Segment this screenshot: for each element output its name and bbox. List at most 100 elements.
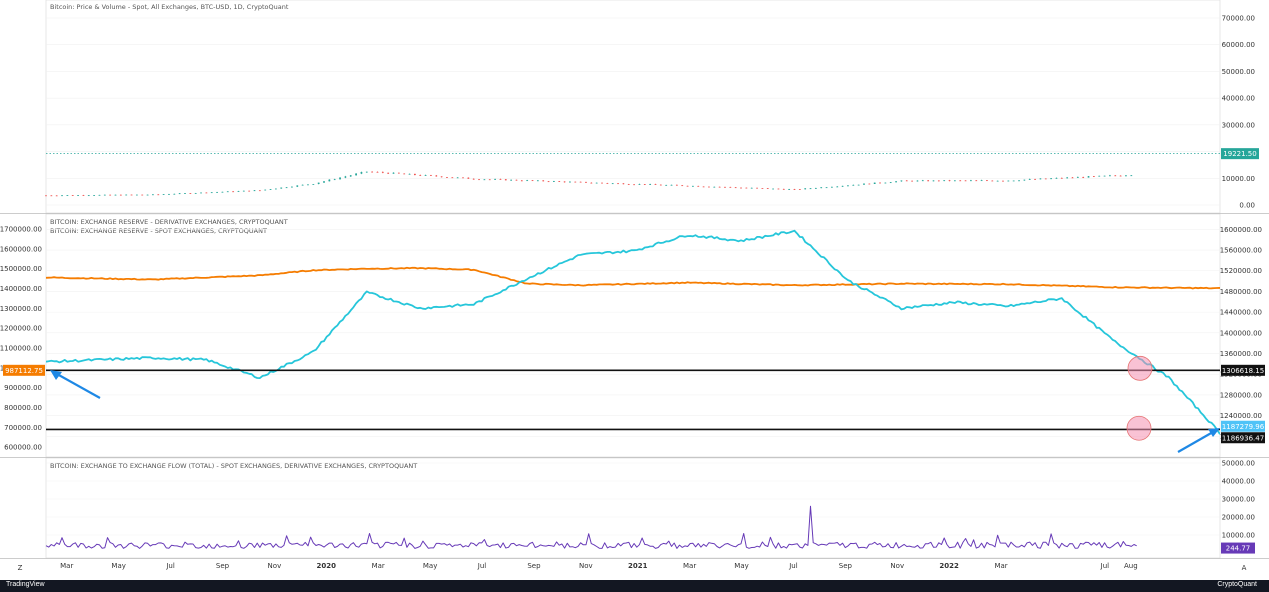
price-candle-body xyxy=(905,180,908,182)
price-candle-body xyxy=(943,180,946,182)
price-candle-body xyxy=(986,180,988,182)
price-candle-body xyxy=(301,184,304,186)
price-candle-body xyxy=(323,181,325,183)
corner-left-button[interactable]: Z xyxy=(18,564,23,572)
reserve-right-y-tick: 1240000.00 xyxy=(1220,412,1262,420)
price-candle-body xyxy=(617,183,619,185)
price-candle-body xyxy=(921,180,924,182)
x-axis-tick: May xyxy=(423,562,437,570)
price-candle-body xyxy=(1023,179,1026,181)
price-candle-body xyxy=(135,194,138,196)
right-arrow-line xyxy=(1177,431,1214,453)
price-y-tick: 70000.00 xyxy=(1222,15,1255,23)
price-candle-body xyxy=(472,178,475,180)
price-candle-body xyxy=(274,188,277,190)
price-candle-body xyxy=(863,183,865,185)
price-candle-body xyxy=(510,179,513,181)
price-candle-body xyxy=(376,171,379,173)
reserve-left-y-tick: 600000.00 xyxy=(4,444,42,452)
price-y-tick: 40000.00 xyxy=(1222,95,1255,103)
price-candle-body xyxy=(285,187,288,189)
price-candle-body xyxy=(916,180,919,182)
price-last-value-label: 19221.50 xyxy=(1223,150,1256,158)
price-candle-body xyxy=(959,180,962,182)
annotations: 19221.50 987112.75 1306618.15 1187279.96 118… xyxy=(3,148,1265,554)
x-axis-tick: Nov xyxy=(268,562,282,570)
price-candle-body xyxy=(798,189,801,190)
price-candle-body xyxy=(253,190,256,192)
price-candle-body xyxy=(889,182,892,184)
price-candle-body xyxy=(339,177,341,180)
price-candle-body xyxy=(1103,175,1106,177)
reserve-right-badge-2 xyxy=(1221,420,1265,432)
price-candle-body xyxy=(50,195,53,197)
flow-y-tick: 10000.00 xyxy=(1222,532,1255,540)
price-candle-body xyxy=(483,179,486,181)
price-candle-body xyxy=(467,177,470,179)
left-arrow-line xyxy=(56,373,101,399)
reserve-left-y-tick: 900000.00 xyxy=(4,384,42,392)
price-candle-body xyxy=(611,183,614,185)
price-candle-body xyxy=(392,172,395,174)
price-candle-body xyxy=(103,194,106,196)
price-candle-body xyxy=(766,188,769,189)
price-candle-body xyxy=(761,188,764,189)
price-candle-body xyxy=(1125,175,1127,177)
price-candle-body xyxy=(953,180,956,182)
price-candle-body xyxy=(232,191,235,193)
price-candle-body xyxy=(980,180,983,182)
x-axis-tick: Jul xyxy=(477,562,487,570)
x-axis-tick: Mar xyxy=(372,562,385,570)
x-axis-tick: Sep xyxy=(839,562,853,570)
price-candle-body xyxy=(702,186,705,188)
price-candle-body xyxy=(141,194,144,196)
price-candle-body xyxy=(1050,178,1053,180)
price-candle-body xyxy=(820,187,823,189)
corner-right-button[interactable]: A xyxy=(1242,564,1247,572)
price-candle-body xyxy=(478,179,480,181)
price-candle-body xyxy=(269,189,272,190)
reserve-panel-title-spot: BITCOIN: EXCHANGE RESERVE - SPOT EXCHANG… xyxy=(50,227,267,235)
reserve-right-badge-3-label: 1186936.47 xyxy=(1222,434,1264,442)
price-candle-body xyxy=(579,181,582,183)
price-candle-body xyxy=(1039,178,1042,180)
price-candle-body xyxy=(413,173,416,176)
price-candle-body xyxy=(1055,177,1058,179)
price-candle-body xyxy=(734,187,737,189)
reserve-left-y-tick: 1200000.00 xyxy=(0,325,42,333)
price-candle-body xyxy=(1071,177,1074,179)
x-axis-tick: Sep xyxy=(216,562,230,570)
price-candle-body xyxy=(451,177,454,179)
price-y-tick: 0.00 xyxy=(1239,202,1255,210)
flow-line xyxy=(45,505,1137,549)
price-candle-body xyxy=(793,189,796,190)
price-candle-body xyxy=(686,185,689,187)
price-candle-body xyxy=(264,189,267,191)
price-candle-body xyxy=(456,177,459,179)
price-candle-body xyxy=(1034,179,1036,180)
price-candle-body xyxy=(1092,176,1095,178)
price-candle-body xyxy=(879,182,881,184)
price-candle-body xyxy=(873,182,876,184)
price-candle-body xyxy=(462,177,464,179)
price-candle-body xyxy=(365,171,368,173)
price-candle-body xyxy=(1002,180,1004,182)
price-candle-body xyxy=(499,179,502,180)
price-candle-body xyxy=(408,173,411,175)
cryptoquant-logo: CryptoQuant xyxy=(1217,581,1257,588)
price-candle-body xyxy=(1060,177,1063,179)
x-axis-tick: Sep xyxy=(527,562,541,570)
reserve-left-y-tick: 1300000.00 xyxy=(0,305,42,313)
price-candle-body xyxy=(895,181,897,183)
footer-bar: TradingView CryptoQuant xyxy=(0,580,1269,592)
price-candle-body xyxy=(937,180,940,182)
price-candle-body xyxy=(1007,180,1010,182)
price-candle-body xyxy=(194,193,197,194)
price-candle-body xyxy=(152,194,154,196)
price-candle-body xyxy=(488,179,491,181)
flow-last-value-label: 244.77 xyxy=(1226,545,1251,553)
flow-y-tick: 20000.00 xyxy=(1222,514,1255,522)
flow-y-tick: 30000.00 xyxy=(1222,496,1255,504)
reserve-right-y-tick: 1600000.00 xyxy=(1220,226,1262,234)
left-arrow-head xyxy=(50,370,62,380)
